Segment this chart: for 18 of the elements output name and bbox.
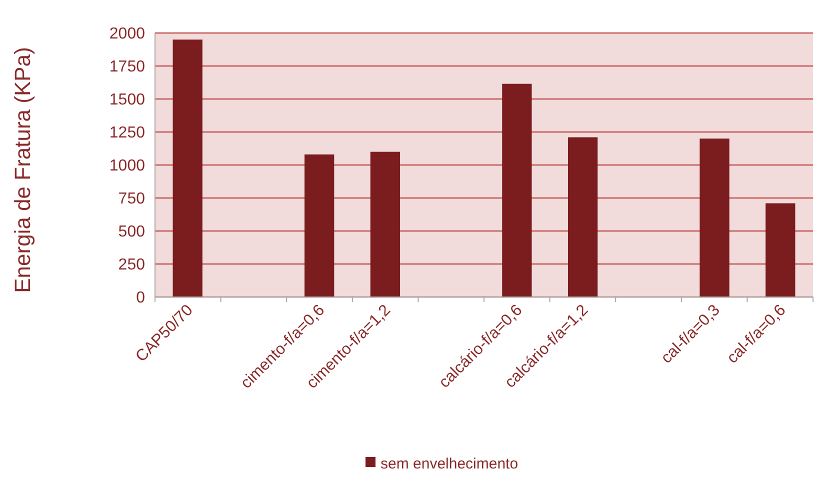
y-tick-label: 0 bbox=[136, 290, 146, 307]
y-tick-label: 1500 bbox=[109, 92, 146, 109]
y-axis-title: Energia de Fratura (KPa) bbox=[10, 47, 35, 293]
bar bbox=[568, 137, 598, 297]
bar bbox=[304, 154, 334, 297]
y-tick-label: 750 bbox=[118, 190, 146, 208]
y-tick-label: 1750 bbox=[109, 58, 146, 76]
y-tick-label: 2000 bbox=[109, 26, 146, 43]
y-tick-label: 500 bbox=[118, 224, 146, 241]
y-tick-label: 1000 bbox=[109, 158, 146, 175]
bar bbox=[172, 40, 202, 297]
bar bbox=[700, 138, 730, 297]
bar bbox=[766, 203, 796, 297]
y-tick-label: 250 bbox=[118, 256, 146, 274]
legend-label: sem envelhecimento bbox=[380, 455, 518, 472]
bar bbox=[502, 84, 532, 297]
y-tick-label: 1250 bbox=[109, 124, 146, 142]
bar bbox=[370, 152, 400, 297]
